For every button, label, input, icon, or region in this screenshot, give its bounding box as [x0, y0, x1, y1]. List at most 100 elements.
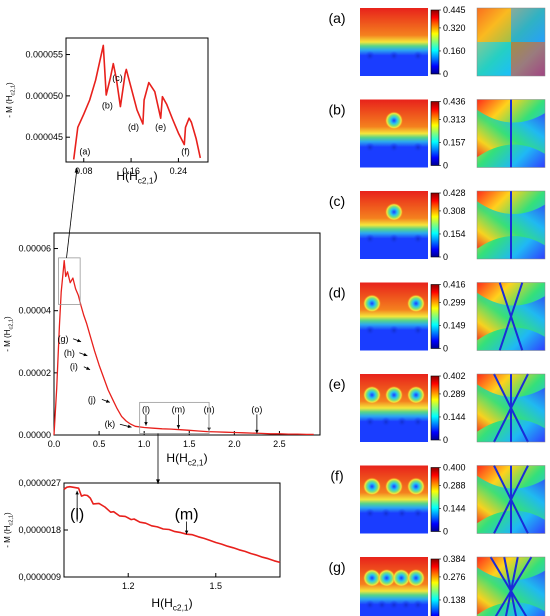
colorbar-label: 0.149 — [443, 320, 466, 330]
vortex-core — [407, 477, 425, 496]
y-axis-label: - M (Hc2,1) — [3, 316, 14, 352]
density-dip — [377, 600, 387, 610]
annotation-arrowhead — [176, 425, 181, 429]
annotation-arrowhead — [86, 366, 91, 370]
zoom-connector — [66, 167, 78, 258]
colorbar-label: 0.138 — [443, 595, 466, 605]
y-axis-label: - M (Hc2,1) — [3, 512, 14, 548]
colorbar-label: 0.276 — [443, 572, 466, 582]
y-axis-label: - M (Hc2,1) — [5, 82, 16, 118]
y-tick-label: 0,0000027 — [18, 478, 61, 488]
density-dip — [389, 600, 399, 610]
x-axis-label: H(Hc2,1) — [151, 596, 192, 613]
density-dip — [365, 325, 375, 336]
panel-f: (f) 0.400 0.288 0.144 0 — [330, 463, 546, 537]
annotation-label: (f) — [181, 147, 190, 157]
annotation-label: (m) — [172, 404, 186, 414]
panel-b: (b) 0.436 0.313 0.157 0 — [328, 97, 546, 171]
density-dip — [397, 508, 407, 519]
panel-d: (d) 0.416 0.299 0.149 0 — [328, 280, 546, 354]
density-dip — [365, 234, 375, 244]
panel-label: (f) — [330, 468, 343, 484]
chart-main: 0.0 0.5 1.0 1.5 2.0 2.5 0.00000 0.00002 0.00004 0… — [3, 232, 321, 468]
colorbar-label: 0.289 — [443, 389, 466, 399]
phase-frame — [476, 99, 546, 168]
zoom-connector-head — [74, 168, 79, 173]
annotation-label: (d) — [128, 122, 139, 132]
x-tick-label: 1.5 — [210, 581, 223, 591]
panel-label: (a) — [328, 10, 345, 26]
y-tick-label: 0.000050 — [25, 91, 63, 101]
vortex-core — [385, 111, 403, 130]
colorbar-label: 0.288 — [443, 480, 466, 490]
colorbar-label: 0 — [443, 527, 448, 537]
density-dip — [413, 508, 423, 519]
y-tick-label: 0.000045 — [25, 132, 63, 142]
phase-frame — [476, 7, 546, 77]
series-line — [72, 44, 202, 160]
density-map — [360, 465, 428, 534]
panel-e: (e) 0.402 0.289 0.144 0 — [328, 371, 546, 445]
density-dip — [389, 234, 399, 244]
phase-branch-cut — [493, 465, 529, 534]
y-tick-label: 0.00002 — [18, 368, 51, 378]
vortex-core — [363, 386, 381, 404]
vortex-core — [363, 294, 381, 313]
panel-label: (d) — [328, 285, 345, 301]
annotation-label: (b) — [102, 100, 113, 110]
vortex-core — [407, 294, 425, 313]
zoom-box — [58, 257, 81, 305]
density-dip — [365, 51, 375, 61]
colorbar-label: 0.160 — [443, 46, 466, 56]
y-tick-label: 0.00004 — [18, 306, 51, 316]
phase-frame — [476, 373, 546, 443]
colorbar-label: 0 — [443, 69, 448, 79]
y-tick-label: 0,0000018 — [18, 525, 61, 535]
density-dip — [389, 142, 399, 153]
density-dip — [413, 142, 423, 153]
density-map — [360, 99, 428, 168]
phase-frame — [476, 556, 546, 616]
colorbar-label: 0.313 — [443, 114, 466, 124]
colorbar — [430, 192, 440, 258]
phase-map — [476, 7, 546, 77]
density-map — [360, 191, 428, 259]
density-dip — [413, 325, 423, 336]
density-dip — [413, 417, 423, 427]
zoom-connector-head — [156, 479, 160, 484]
zoom-indicators — [58, 167, 210, 484]
x-tick-label: 2.5 — [273, 439, 286, 449]
density-dip — [413, 51, 423, 61]
x-tick-label: 0.16 — [122, 166, 140, 176]
vortex-core — [392, 569, 411, 587]
density-dip — [413, 234, 423, 244]
vortex-core — [385, 477, 403, 496]
phase-map — [476, 465, 546, 534]
annotation-label: (o) — [251, 404, 262, 414]
density-dip — [381, 417, 391, 427]
x-tick-label: 0.08 — [75, 166, 93, 176]
colorbar — [430, 284, 440, 349]
series-line — [63, 485, 281, 564]
density-dip — [401, 600, 411, 610]
colorbar — [430, 101, 440, 166]
density-dip — [365, 508, 375, 519]
phase-frame — [476, 282, 546, 351]
annotation-label: (j) — [88, 394, 96, 404]
annotation-label: (l) — [142, 404, 150, 414]
phase-branch-cut — [493, 373, 529, 443]
colorbar-label: 0.384 — [443, 554, 466, 564]
y-tick-label: 0.00006 — [18, 244, 51, 254]
charts-layer: 0.08 0.16 0.24 0.000045 0.000050 0.000055 H(Hc… — [3, 37, 321, 613]
annotation-label: (i) — [70, 362, 78, 372]
annotation-arrowhead — [144, 422, 148, 426]
colorbar-label: 0.299 — [443, 297, 466, 307]
phase-map — [476, 99, 546, 168]
density-map — [360, 374, 428, 442]
colorbar-label: 0.445 — [443, 5, 466, 15]
annotation-label: (h) — [64, 348, 75, 358]
vortex-core — [363, 477, 381, 496]
density-dip — [389, 51, 399, 61]
phase-branch-cut — [494, 556, 533, 616]
